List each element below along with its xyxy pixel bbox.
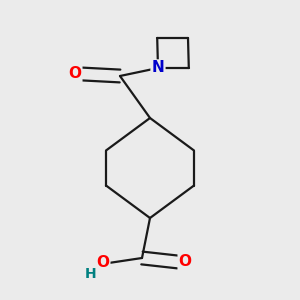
Text: O: O bbox=[68, 67, 81, 82]
Text: N: N bbox=[152, 61, 164, 76]
Text: O: O bbox=[96, 255, 109, 270]
Text: O: O bbox=[179, 254, 192, 269]
Text: H: H bbox=[85, 267, 97, 281]
